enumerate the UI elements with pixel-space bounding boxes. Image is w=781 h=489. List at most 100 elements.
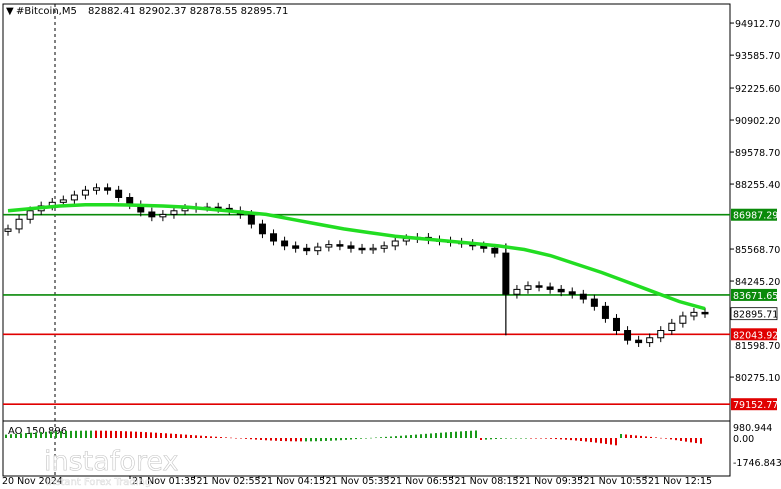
ao-bar [240, 438, 242, 439]
time-label: 21 Nov 01:35 [132, 476, 196, 487]
ao-bar [175, 433, 177, 438]
ao-bar [225, 437, 227, 438]
ao-bar [85, 430, 87, 438]
ao-bar [125, 431, 127, 438]
header-arrow[interactable]: ▼ [6, 6, 14, 17]
candle-body [270, 233, 278, 242]
candle-body [535, 285, 543, 288]
instaforex-logo-icon [11, 445, 41, 475]
level-tag [731, 288, 777, 301]
ao-bar [420, 434, 422, 438]
level-tag-label: 82043.92 [733, 330, 778, 341]
ao-bar [350, 438, 352, 440]
candle-body [70, 194, 78, 201]
candle-body [646, 337, 654, 344]
candle-body [258, 223, 266, 235]
ao-bar [325, 438, 327, 441]
current-price-tag: 82895.71 [730, 307, 778, 321]
ao-bar [135, 431, 137, 438]
candles [4, 183, 709, 347]
ao-bar [295, 438, 297, 442]
ao-bar [275, 438, 277, 441]
ao-bar [665, 438, 667, 439]
ao-bar [250, 438, 252, 440]
time-label: 21 Nov 06:55 [390, 476, 454, 487]
ao-bar [20, 433, 22, 438]
ao-bar [35, 432, 37, 438]
ao-bar [360, 438, 362, 439]
moving-average-line [7, 202, 706, 311]
time-axis: 20 Nov 2024 21 Nov 01:35 21 Nov 02:55 21 No… [2, 476, 712, 487]
ao-bar [410, 434, 412, 438]
ao-bar [560, 438, 562, 440]
ao-bar [25, 433, 27, 438]
ao-bar [555, 438, 557, 440]
candle-body [115, 189, 123, 198]
ao-bar [385, 436, 387, 438]
current-price-label: 82895.71 [733, 310, 778, 321]
ao-bar [300, 438, 302, 442]
ao-bar [205, 436, 207, 438]
ao-bar [565, 438, 567, 440]
candle-body [59, 199, 67, 203]
ao-bar [235, 437, 237, 439]
instaforex-watermark: instaforex Instant Forex Trading [11, 445, 179, 488]
ao-bar [650, 436, 652, 438]
ao-bar [130, 431, 132, 438]
ao-bar [345, 438, 347, 440]
ao-bar [490, 438, 492, 440]
price-tick-label: 90902.20 [735, 116, 780, 127]
ao-bar [435, 433, 437, 438]
ao-bar [575, 438, 577, 441]
ao-bar [270, 438, 272, 441]
candle-body [15, 218, 23, 230]
candle-body [325, 244, 333, 248]
ao-bar [505, 438, 507, 439]
time-label: 21 Nov 04:15 [261, 476, 325, 487]
ao-bar [110, 430, 112, 438]
level-lines: 86987.29 83671.65 82043.92 79152.77 [3, 208, 778, 411]
ao-bar [685, 438, 687, 442]
ohlc-values: 82882.41 82902.37 82878.55 82895.71 [88, 6, 288, 17]
candle-body [624, 330, 632, 341]
candle-body [590, 298, 598, 307]
ao-bar [390, 436, 392, 438]
ao-bar [500, 438, 502, 439]
ao-bar [60, 431, 62, 438]
symbol-timeframe: #Bitcoin,M5 [16, 6, 77, 17]
candle-body [303, 247, 311, 252]
ao-bar [640, 435, 642, 438]
time-label: 21 Nov 12:15 [648, 476, 712, 487]
ao-bar [120, 431, 122, 438]
ao-bar [280, 438, 282, 441]
level-tag-label: 86987.29 [733, 211, 778, 222]
price-axis: 94912.70 93585.70 92225.60 90902.20 89578.70… [730, 19, 780, 384]
candle-body [513, 288, 521, 295]
ao-bar [210, 436, 212, 438]
candle-body [104, 187, 112, 191]
ao-bar [535, 438, 537, 439]
ao-bar [245, 438, 247, 439]
ao-bar [550, 438, 552, 439]
candle-body [557, 288, 565, 293]
ao-bar [670, 438, 672, 440]
candle-body [635, 339, 643, 344]
ao-bar [100, 430, 102, 438]
ao-bar [485, 438, 487, 440]
level-tag-label: 83671.65 [733, 291, 778, 302]
candle-body [579, 293, 587, 300]
candle-body [292, 245, 300, 249]
candle-body [314, 246, 322, 252]
price-tick-label: 89578.70 [735, 148, 780, 159]
ao-indicator-label: AO 150.896 [8, 426, 67, 437]
candle-body [170, 210, 178, 215]
candle-body [668, 322, 676, 332]
ao-bar [215, 436, 217, 438]
ao-bar [255, 438, 257, 440]
ao-bar [5, 434, 7, 438]
ao-bar [425, 433, 427, 438]
ao-bar [645, 436, 647, 438]
ao-bar [590, 438, 592, 443]
ao-bar [380, 437, 382, 438]
